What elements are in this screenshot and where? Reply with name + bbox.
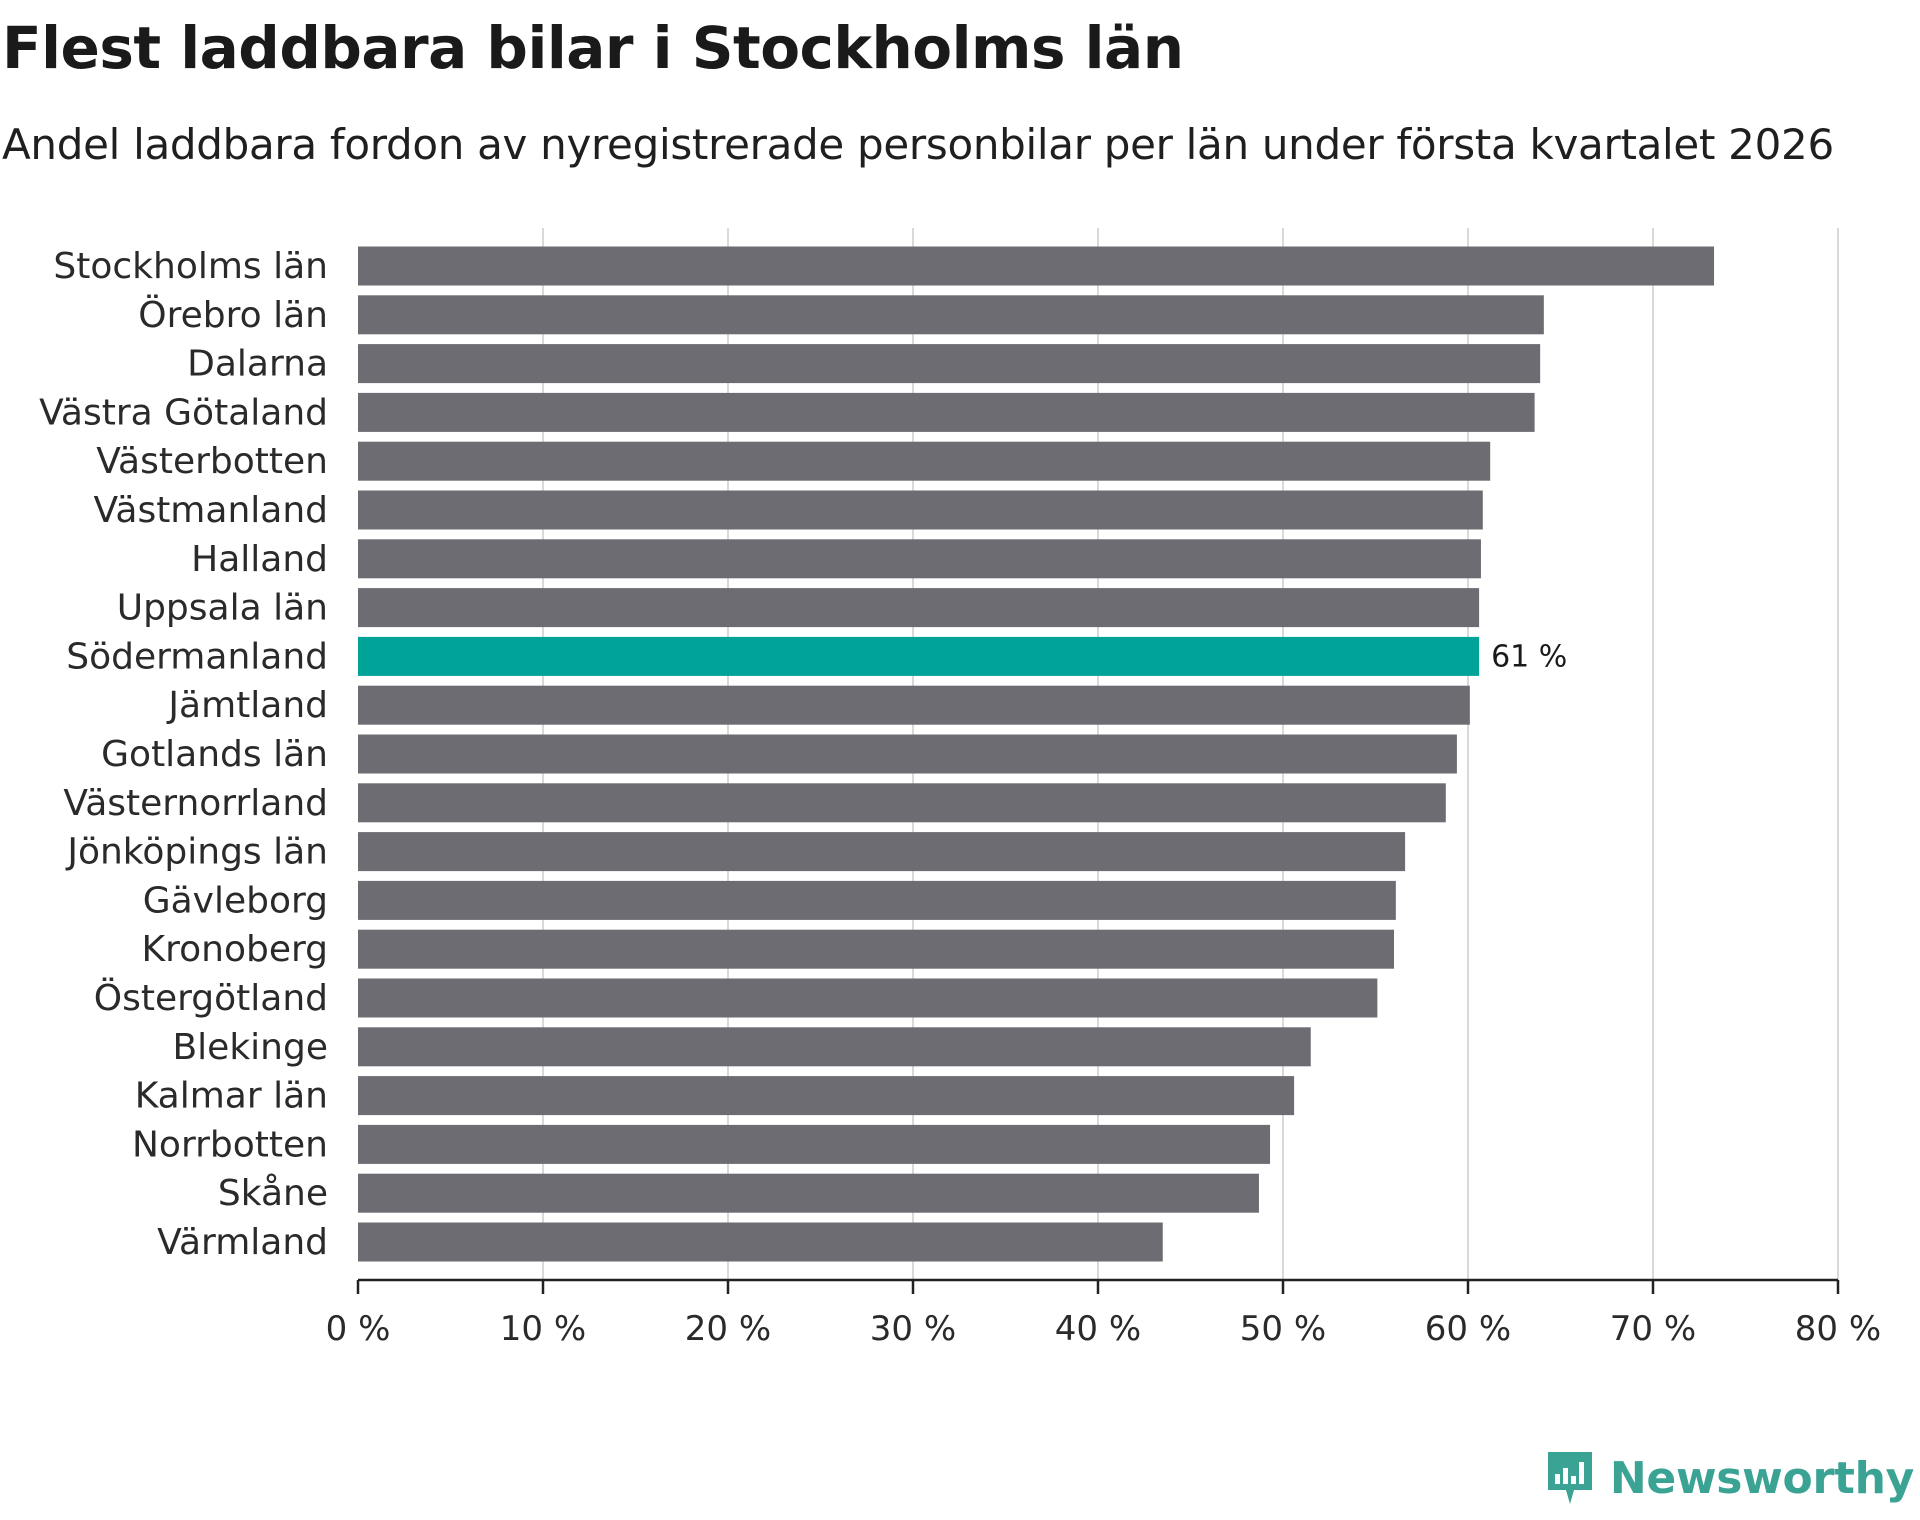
bar [358,783,1446,823]
bar [358,1173,1259,1213]
bar [358,1222,1163,1262]
bar [358,978,1378,1018]
brand-logo: Newsworthy [1544,1438,1914,1518]
chart-subtitle: Andel laddbara fordon av nyregistrerade … [2,120,1834,169]
bar [358,929,1394,969]
data-label: 61 % [1491,639,1567,674]
bar [358,295,1544,335]
x-tick-label: 30 % [870,1309,956,1349]
bar [358,685,1470,725]
x-tick-label: 40 % [1055,1309,1141,1349]
bar [358,490,1483,530]
bar [358,539,1481,579]
category-label: Gävleborg [143,880,328,921]
bar [358,441,1491,481]
chart-title: Flest laddbara bilar i Stockholms län [2,14,1184,82]
category-label: Dalarna [187,344,328,385]
category-label: Kronoberg [141,929,328,970]
category-label: Västerbotten [96,441,328,482]
x-tick-label: 50 % [1240,1309,1326,1349]
x-tick-label: 10 % [500,1309,586,1349]
category-label: Skåne [218,1173,328,1214]
category-label: Jämtland [166,685,328,726]
category-label: Västernorrland [63,783,328,824]
bar [358,734,1457,774]
category-label: Östergötland [94,977,328,1019]
bar [358,832,1406,872]
x-tick-label: 0 % [326,1309,391,1349]
category-label: Västra Götaland [39,392,328,433]
bar [358,588,1480,628]
x-tick-label: 70 % [1610,1309,1696,1349]
category-label: Halland [191,539,328,580]
category-label: Norrbotten [132,1124,328,1165]
category-label: Jönköpings län [65,832,328,873]
bar [358,344,1541,384]
bar-highlight [358,636,1480,676]
bar [358,246,1715,286]
category-label: Stockholms län [53,246,328,287]
x-tick-label: 60 % [1425,1309,1511,1349]
bar [358,880,1396,920]
x-tick-label: 20 % [685,1309,771,1349]
category-label: Örebro län [138,294,328,336]
bar [358,392,1535,432]
category-label: Södermanland [66,636,328,677]
bar-chart: Stockholms län Örebro län Dalarna Västra Gö… [39,228,1881,1349]
category-label: Västmanland [94,490,328,531]
newsworthy-logo-icon [1547,1452,1592,1504]
category-label: Värmland [157,1222,328,1263]
category-label: Kalmar län [135,1076,328,1117]
bar [358,1076,1295,1116]
bar [358,1124,1271,1164]
brand-name: Newsworthy [1609,1452,1914,1504]
category-label: Gotlands län [101,734,328,775]
x-tick-label: 80 % [1795,1309,1881,1349]
category-label: Blekinge [172,1027,328,1068]
bar [358,1027,1311,1067]
category-label: Uppsala län [117,588,328,629]
